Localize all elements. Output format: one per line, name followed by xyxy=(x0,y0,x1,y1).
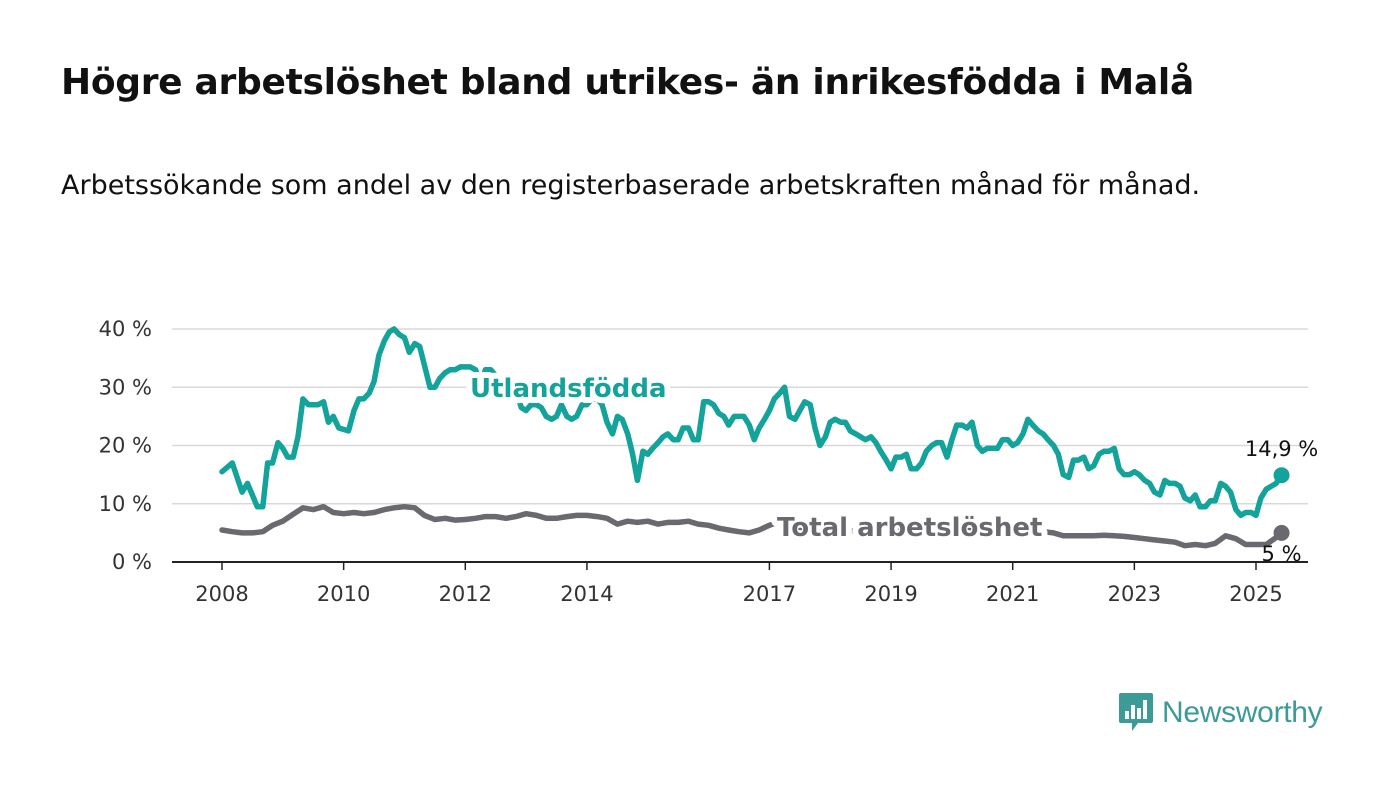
chart-title: Högre arbetslöshet bland utrikes- än inr… xyxy=(61,62,1194,103)
series-label-utlandsfodda-halo: Utlandsfödda xyxy=(470,374,667,404)
brand-logo: Newsworthy xyxy=(1118,690,1323,736)
end-point-total xyxy=(1273,524,1290,541)
x-tick-label: 2010 xyxy=(317,582,370,606)
series-label-utlandsfodda: Utlandsfödda xyxy=(470,374,667,404)
x-tick-label: 2017 xyxy=(743,582,796,606)
end-point-utlandsfodda xyxy=(1273,467,1290,484)
y-tick-label: 10 % xyxy=(99,492,152,516)
y-tick-label: 20 % xyxy=(99,434,152,458)
brand-name: Newsworthy xyxy=(1162,696,1323,729)
series-line-total xyxy=(219,503,1285,549)
series-label-total: Total arbetslöshet xyxy=(777,513,1042,543)
x-tick-label: 2012 xyxy=(439,582,492,606)
x-tick-label: 2008 xyxy=(195,582,248,606)
chart-subtitle: Arbetssökande som andel av den registerb… xyxy=(61,170,1201,201)
end-label-utlandsfodda: 14,9 % xyxy=(1245,437,1318,461)
x-tick-label: 2025 xyxy=(1229,582,1282,606)
series-label-total-halo: Total arbetslöshet xyxy=(777,513,1042,543)
series-line-utlandsfodda xyxy=(219,326,1285,519)
x-tick-label: 2023 xyxy=(1108,582,1161,606)
y-tick-label: 0 % xyxy=(112,550,152,574)
y-tick-label: 40 % xyxy=(99,317,152,341)
y-tick-label: 30 % xyxy=(99,375,152,399)
x-tick-label: 2021 xyxy=(986,582,1039,606)
end-label-total: 5 % xyxy=(1262,542,1302,566)
x-tick-label: 2014 xyxy=(560,582,613,606)
newsworthy-logo-icon xyxy=(1119,693,1153,731)
x-tick-label: 2019 xyxy=(864,582,917,606)
